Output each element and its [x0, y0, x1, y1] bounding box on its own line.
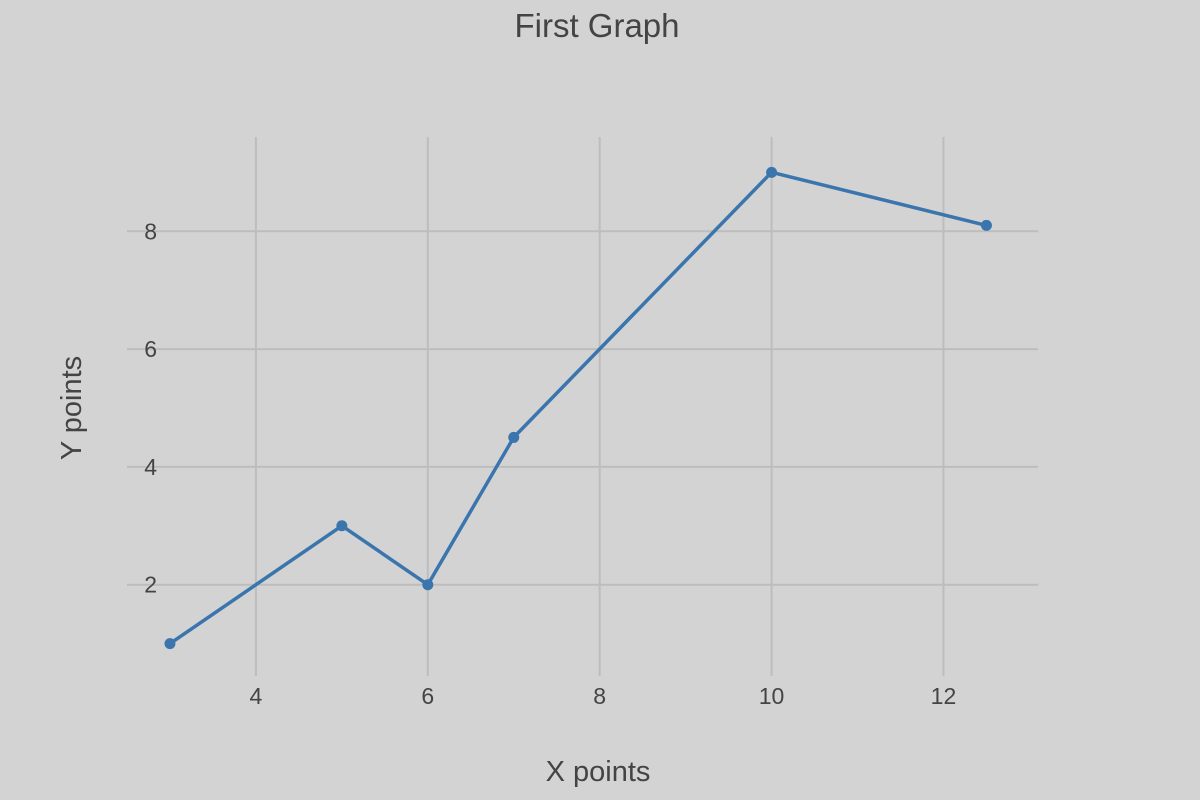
- data-point[interactable]: [508, 431, 520, 443]
- data-point[interactable]: [164, 638, 176, 650]
- x-tick-label: 8: [593, 683, 606, 709]
- grid-layer: [127, 137, 1038, 676]
- series-layer: [164, 166, 992, 650]
- x-tick-label: 4: [250, 683, 263, 709]
- y-tick-label: 4: [144, 454, 157, 480]
- x-tick-label: 10: [759, 683, 785, 709]
- x-axis-title: X points: [546, 756, 651, 788]
- y-tick-label: 2: [144, 572, 157, 598]
- y-tick-label: 6: [144, 336, 157, 362]
- x-tick-label: 6: [421, 683, 434, 709]
- series-line: [168, 170, 989, 646]
- x-tick-label: 12: [931, 683, 957, 709]
- y-tick-label: 8: [144, 218, 157, 244]
- chart-title: First Graph: [514, 7, 679, 44]
- data-point[interactable]: [766, 166, 778, 178]
- tick-layer: 4 6 8 10 12 2 4 6 8: [144, 218, 956, 709]
- y-axis-title: Y points: [56, 356, 88, 460]
- data-point[interactable]: [422, 579, 434, 591]
- data-point[interactable]: [336, 520, 348, 532]
- data-point[interactable]: [980, 219, 992, 231]
